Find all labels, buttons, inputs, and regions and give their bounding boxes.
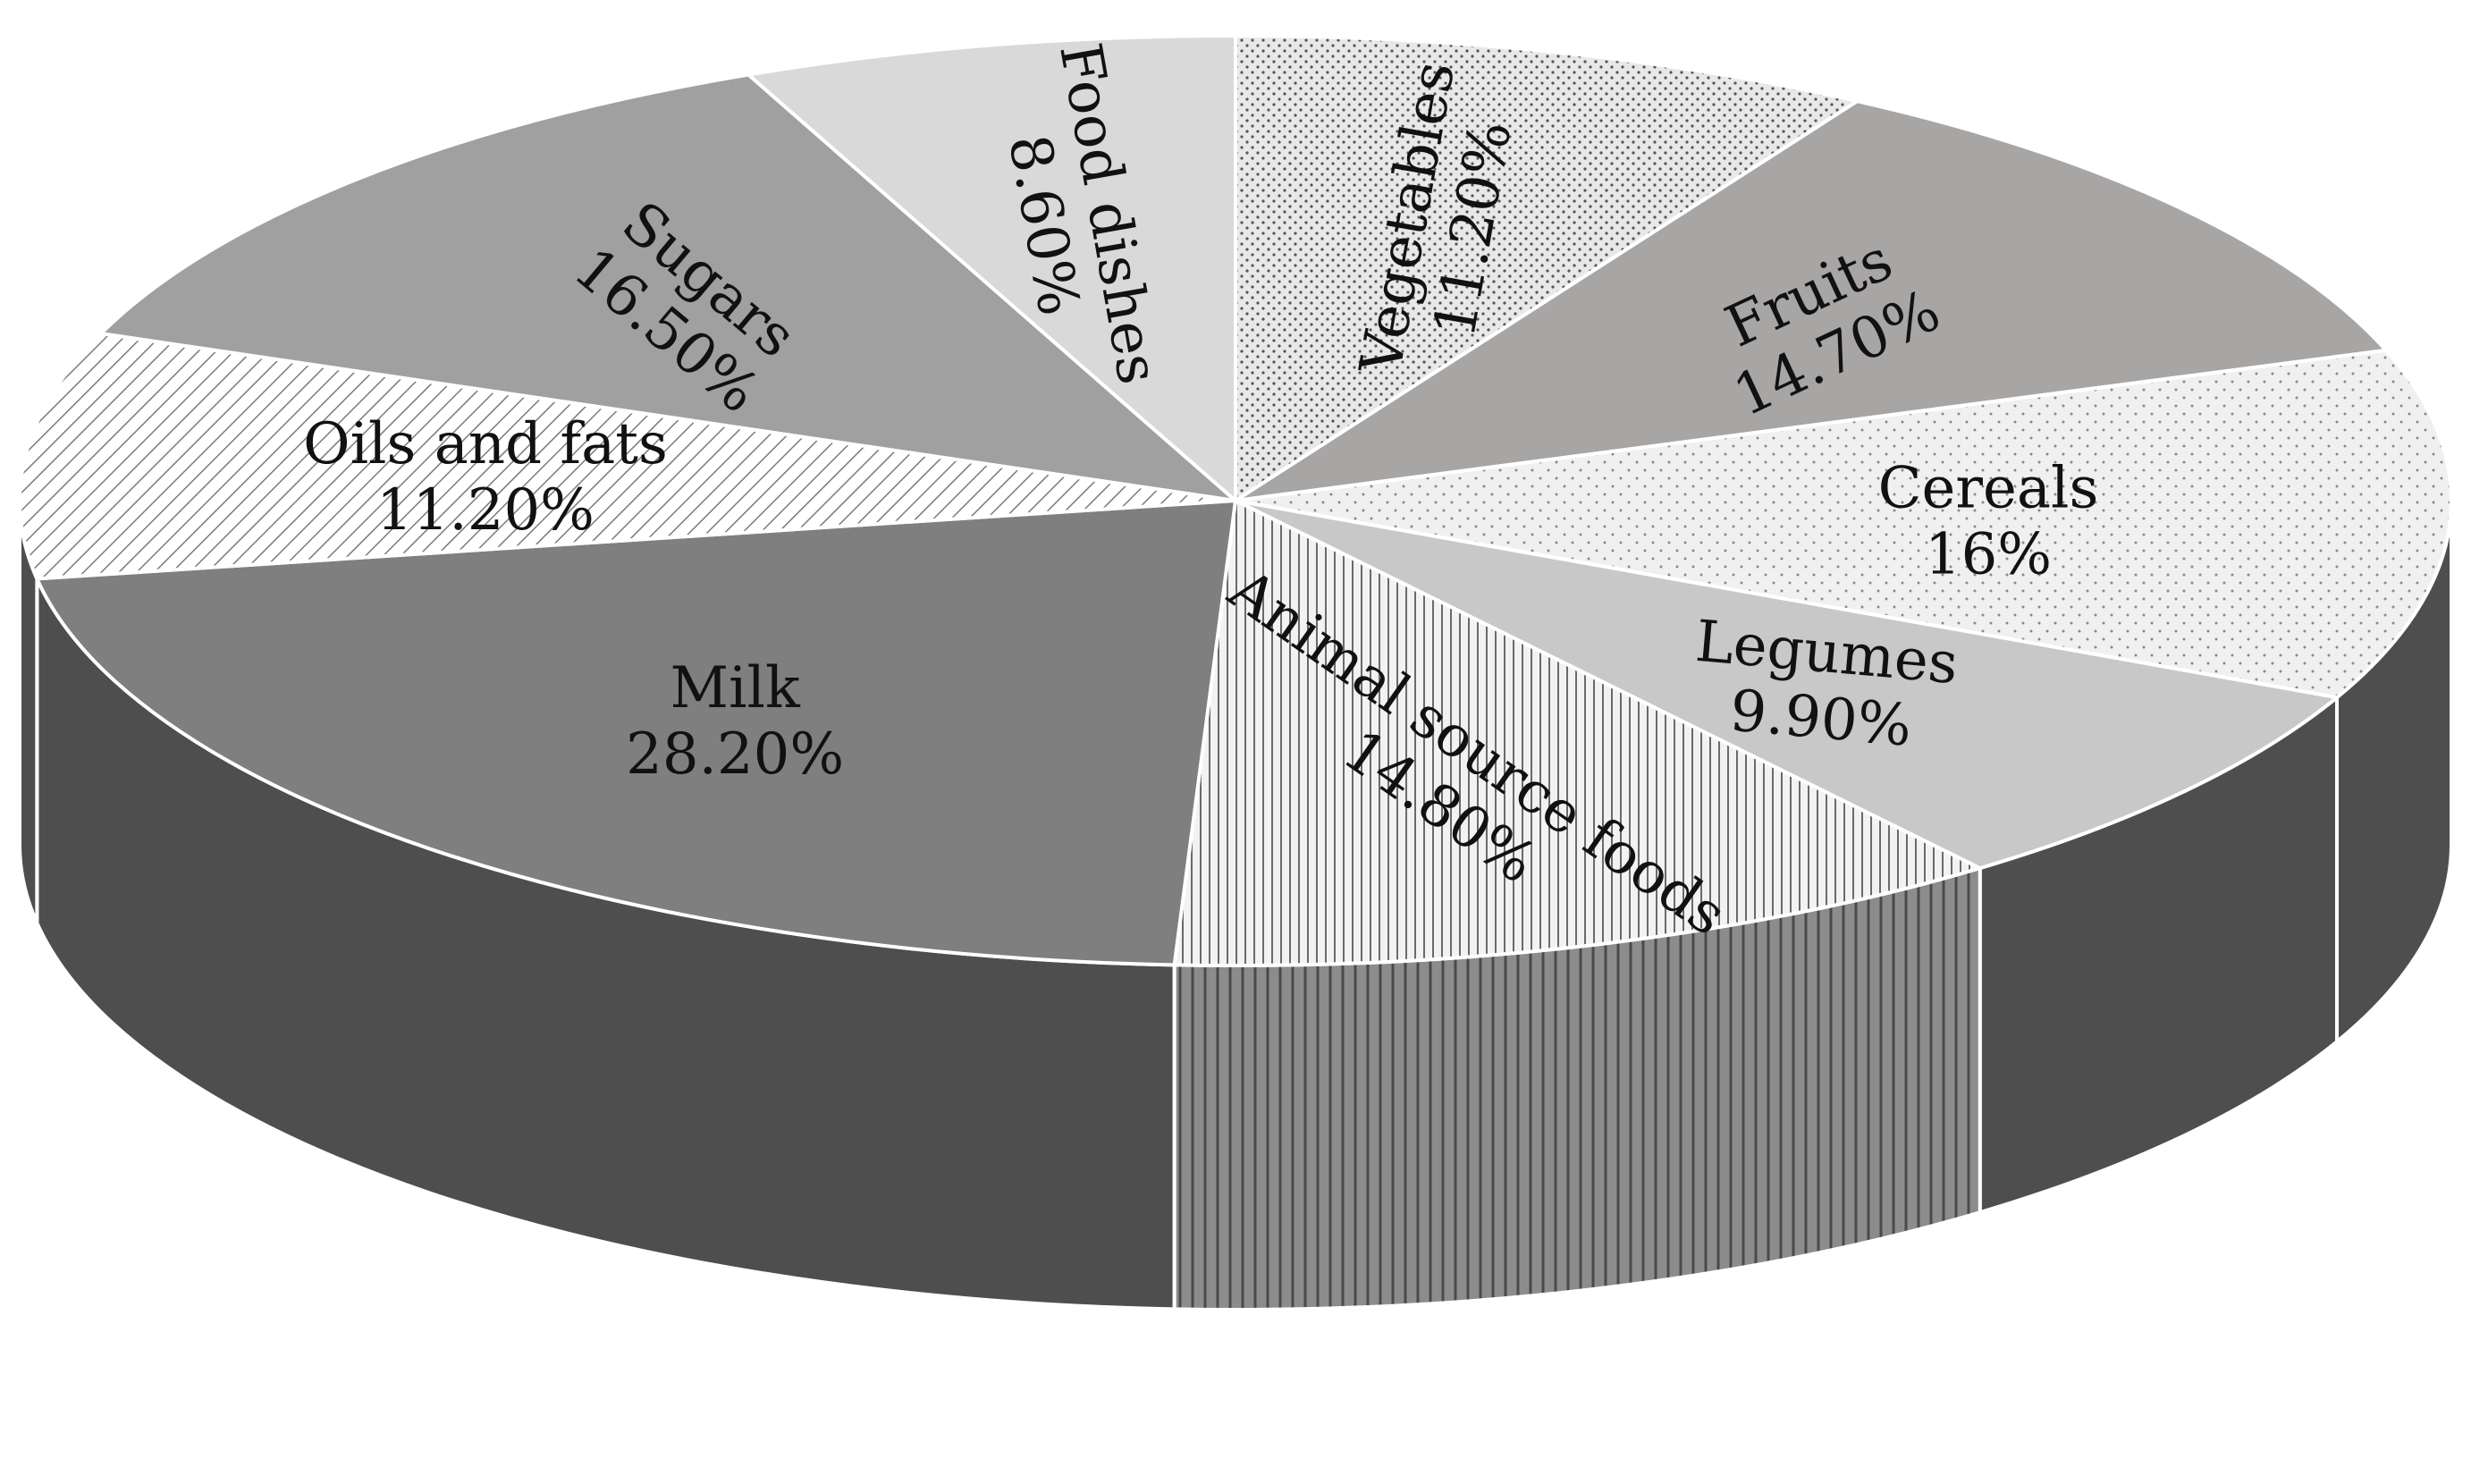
slice-food-dishes — [744, 33, 1237, 505]
slice-category-label: Oils and fats — [303, 411, 668, 477]
slice-vegetables — [1234, 33, 1862, 504]
slice-cereals — [1235, 348, 2453, 700]
slice-legumes — [1235, 499, 2341, 871]
slice-category-label: Cereals — [1878, 455, 2099, 521]
pie-side-walls — [18, 500, 2453, 1311]
slice-value-label: 9.90% — [1727, 678, 1914, 759]
slice-sugars — [97, 72, 1242, 503]
slice-value-label: 16% — [1925, 521, 2052, 587]
slice-fruits — [1234, 98, 2390, 502]
slice-value-label: 28.20% — [626, 721, 844, 788]
slice-category-label: Milk — [670, 655, 801, 721]
slice-oils-and-fats — [18, 331, 1236, 581]
slice-milk — [34, 498, 1238, 967]
slice-value-label: 11.20% — [376, 477, 595, 544]
slice-animal-source-foods — [1172, 497, 1986, 967]
pie-top-slices — [18, 33, 2453, 967]
